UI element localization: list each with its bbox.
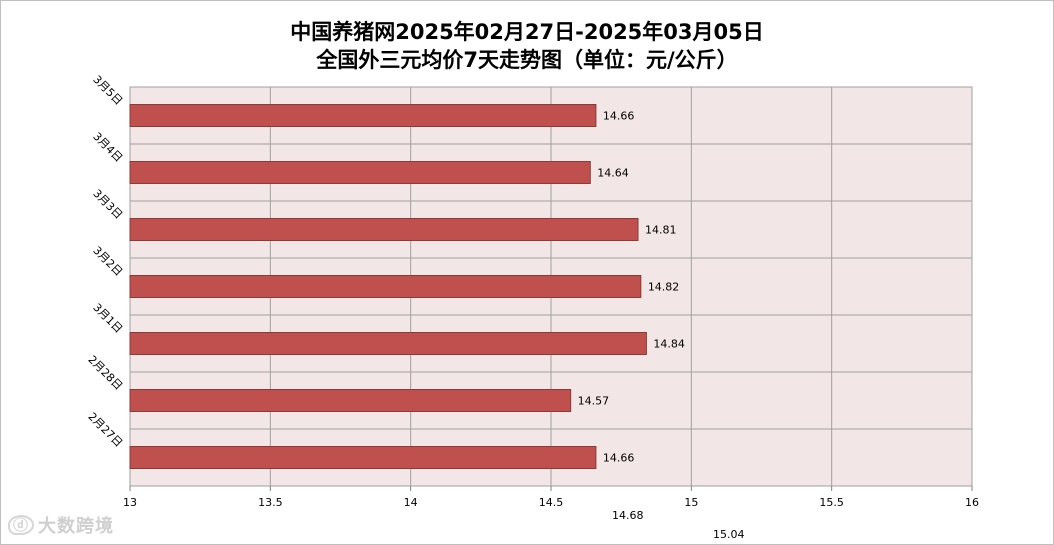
x-tick-label: 13	[123, 496, 137, 509]
x-tick-label: 16	[965, 496, 979, 509]
watermark: ⓓ 大数跨境	[8, 512, 114, 538]
data-label: 14.81	[645, 224, 677, 237]
bar	[129, 275, 642, 298]
chart-title-block: 中国养猪网2025年02月27日-2025年03月05日 全国外三元均价7天走势…	[0, 18, 1054, 74]
x-tick-label: 15.5	[819, 496, 844, 509]
data-label: 14.82	[648, 281, 680, 294]
data-label: 14.66	[603, 110, 635, 123]
bar	[129, 389, 572, 412]
extra-value-label-2: 15.04	[713, 528, 745, 541]
watermark-text: 大数跨境	[38, 516, 115, 537]
data-label: 14.66	[603, 452, 635, 465]
bar	[129, 104, 597, 127]
bar	[129, 218, 639, 241]
data-label: 14.84	[653, 338, 685, 351]
bar	[129, 332, 647, 355]
category-label: 3月1日	[90, 301, 125, 336]
extra-value-label-1: 14.68	[612, 509, 644, 522]
chart-title: 中国养猪网2025年02月27日-2025年03月05日	[290, 20, 764, 44]
watermark-logo-icon: ⓓ	[8, 515, 35, 535]
category-label: 3月2日	[90, 244, 125, 279]
data-label: 14.64	[597, 167, 629, 180]
x-tick-label: 14	[404, 496, 418, 509]
category-label: 3月5日	[90, 73, 125, 108]
data-label: 14.57	[578, 395, 610, 408]
x-tick-label: 14.5	[539, 496, 564, 509]
bar	[129, 446, 597, 469]
x-tick-label: 15	[684, 496, 698, 509]
bar	[129, 161, 591, 184]
category-label: 3月4日	[90, 130, 125, 165]
category-label: 3月3日	[90, 187, 125, 222]
category-label: 2月28日	[85, 353, 125, 393]
x-tick-label: 13.5	[258, 496, 283, 509]
category-label: 2月27日	[85, 410, 125, 450]
chart-subtitle: 全国外三元均价7天走势图（单位：元/公斤）	[316, 48, 738, 72]
